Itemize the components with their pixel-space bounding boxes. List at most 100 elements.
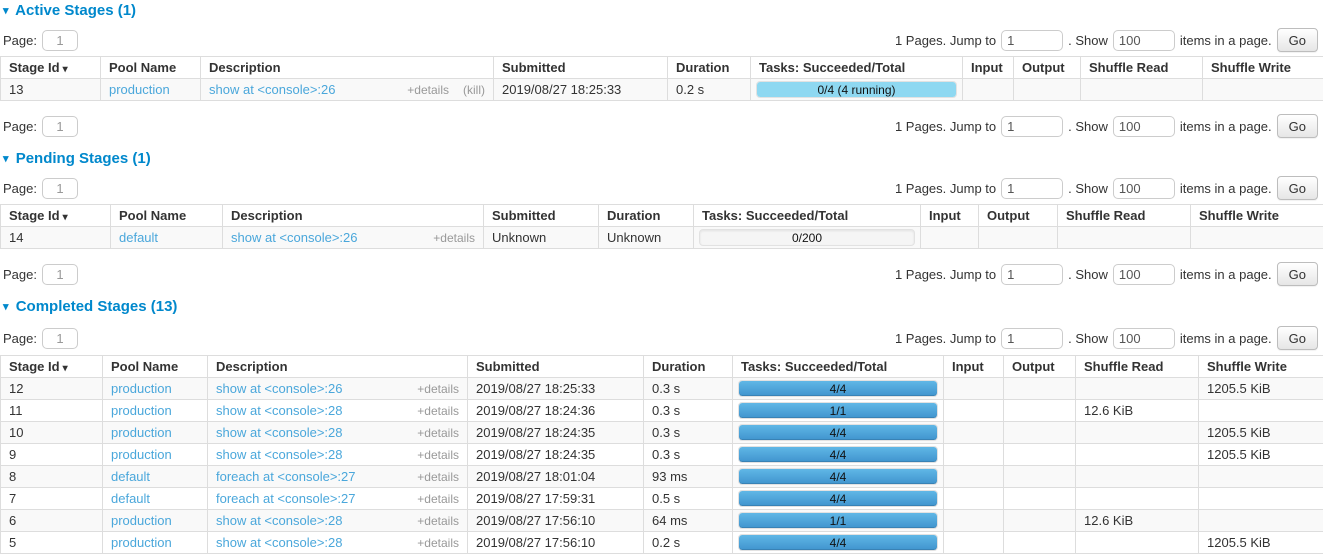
page-number-input[interactable] bbox=[42, 178, 78, 199]
description-link[interactable]: show at <console>:28 bbox=[216, 425, 342, 440]
go-button[interactable]: Go bbox=[1277, 262, 1318, 286]
header-input[interactable]: Input bbox=[963, 57, 1014, 79]
header-description[interactable]: Description bbox=[201, 57, 494, 79]
header-shuffle-write[interactable]: Shuffle Write bbox=[1199, 356, 1323, 378]
header-pool-name[interactable]: Pool Name bbox=[103, 356, 208, 378]
details-link[interactable]: +details bbox=[417, 426, 459, 440]
duration-cell: Unknown bbox=[599, 227, 694, 249]
page-number-input[interactable] bbox=[42, 116, 78, 137]
go-button[interactable]: Go bbox=[1277, 176, 1318, 200]
tasks-cell: 0/4 (4 running) bbox=[751, 79, 963, 101]
header-output[interactable]: Output bbox=[979, 205, 1058, 227]
pool-name-cell: production bbox=[103, 400, 208, 422]
description-link[interactable]: show at <console>:28 bbox=[216, 535, 342, 550]
description-link[interactable]: foreach at <console>:27 bbox=[216, 469, 356, 484]
jump-to-page-input[interactable] bbox=[1001, 328, 1063, 349]
output-cell bbox=[1004, 378, 1076, 400]
details-link[interactable]: +details bbox=[417, 470, 459, 484]
header-tasks[interactable]: Tasks: Succeeded/Total bbox=[751, 57, 963, 79]
pool-name-link[interactable]: production bbox=[111, 381, 172, 396]
details-link[interactable]: +details bbox=[407, 83, 449, 97]
jump-to-page-input[interactable] bbox=[1001, 264, 1063, 285]
details-link[interactable]: +details bbox=[417, 492, 459, 506]
header-description[interactable]: Description bbox=[223, 205, 484, 227]
show-items-input[interactable] bbox=[1113, 328, 1175, 349]
tasks-progress-bar: 1/1 bbox=[738, 402, 938, 419]
header-stage-id[interactable]: Stage Id▾ bbox=[1, 57, 101, 79]
pool-name-link[interactable]: default bbox=[111, 491, 150, 506]
section-title-active-stages[interactable]: ▾ Active Stages (1) bbox=[3, 2, 1323, 20]
go-button[interactable]: Go bbox=[1277, 28, 1318, 52]
show-items-input[interactable] bbox=[1113, 178, 1175, 199]
submitted-cell: Unknown bbox=[484, 227, 599, 249]
description-link[interactable]: show at <console>:26 bbox=[216, 381, 342, 396]
header-input[interactable]: Input bbox=[944, 356, 1004, 378]
header-shuffle-read[interactable]: Shuffle Read bbox=[1058, 205, 1191, 227]
header-input[interactable]: Input bbox=[921, 205, 979, 227]
details-link[interactable]: +details bbox=[417, 404, 459, 418]
description-link[interactable]: show at <console>:26 bbox=[209, 82, 335, 97]
details-link[interactable]: +details bbox=[417, 448, 459, 462]
pool-name-link[interactable]: production bbox=[111, 403, 172, 418]
header-tasks[interactable]: Tasks: Succeeded/Total bbox=[694, 205, 921, 227]
jump-to-page-input[interactable] bbox=[1001, 178, 1063, 199]
go-button[interactable]: Go bbox=[1277, 326, 1318, 350]
header-duration[interactable]: Duration bbox=[668, 57, 751, 79]
pool-name-link[interactable]: production bbox=[111, 447, 172, 462]
pool-name-link[interactable]: production bbox=[111, 535, 172, 550]
show-items-input[interactable] bbox=[1113, 30, 1175, 51]
description-link[interactable]: show at <console>:26 bbox=[231, 230, 357, 245]
section-title-pending-stages[interactable]: ▾ Pending Stages (1) bbox=[3, 150, 1323, 168]
header-shuffle-read[interactable]: Shuffle Read bbox=[1076, 356, 1199, 378]
pool-name-link[interactable]: production bbox=[111, 513, 172, 528]
header-submitted[interactable]: Submitted bbox=[484, 205, 599, 227]
page-number-input[interactable] bbox=[42, 328, 78, 349]
tasks-cell: 1/1 bbox=[733, 400, 944, 422]
shuffle-read-cell: 12.6 KiB bbox=[1076, 400, 1199, 422]
jump-to-page-input[interactable] bbox=[1001, 30, 1063, 51]
description-link[interactable]: show at <console>:28 bbox=[216, 403, 342, 418]
header-tasks[interactable]: Tasks: Succeeded/Total bbox=[733, 356, 944, 378]
tasks-progress-bar: 1/1 bbox=[738, 512, 938, 529]
sort-arrow-icon: ▾ bbox=[63, 363, 68, 374]
details-link[interactable]: +details bbox=[417, 514, 459, 528]
pool-name-link[interactable]: production bbox=[109, 82, 170, 97]
header-pool-name[interactable]: Pool Name bbox=[101, 57, 201, 79]
header-output[interactable]: Output bbox=[1014, 57, 1081, 79]
pool-name-link[interactable]: default bbox=[111, 469, 150, 484]
description-link[interactable]: show at <console>:28 bbox=[216, 447, 342, 462]
pagination-row-completed-top: Page: 1 Pages. Jump to . Show items in a… bbox=[3, 326, 1318, 350]
section-title-completed-stages[interactable]: ▾ Completed Stages (13) bbox=[3, 298, 1323, 316]
show-items-input[interactable] bbox=[1113, 264, 1175, 285]
header-duration[interactable]: Duration bbox=[644, 356, 733, 378]
header-output[interactable]: Output bbox=[1004, 356, 1076, 378]
header-shuffle-write[interactable]: Shuffle Write bbox=[1203, 57, 1323, 79]
header-pool-name[interactable]: Pool Name bbox=[111, 205, 223, 227]
jump-to-page-input[interactable] bbox=[1001, 116, 1063, 137]
description-link[interactable]: show at <console>:28 bbox=[216, 513, 342, 528]
header-stage-id[interactable]: Stage Id▾ bbox=[1, 356, 103, 378]
description-link[interactable]: foreach at <console>:27 bbox=[216, 491, 356, 506]
page-number-input[interactable] bbox=[42, 30, 78, 51]
header-description[interactable]: Description bbox=[208, 356, 468, 378]
show-items-input[interactable] bbox=[1113, 116, 1175, 137]
tasks-count-label: 4/4 bbox=[739, 447, 937, 462]
go-button[interactable]: Go bbox=[1277, 114, 1318, 138]
description-cell: show at <console>:28 +details bbox=[208, 422, 468, 444]
header-duration[interactable]: Duration bbox=[599, 205, 694, 227]
header-shuffle-read[interactable]: Shuffle Read bbox=[1081, 57, 1203, 79]
details-link[interactable]: +details bbox=[417, 536, 459, 550]
tasks-count-label: 1/1 bbox=[739, 513, 937, 528]
header-submitted[interactable]: Submitted bbox=[494, 57, 668, 79]
details-link[interactable]: +details bbox=[417, 382, 459, 396]
header-submitted[interactable]: Submitted bbox=[468, 356, 644, 378]
pool-name-link[interactable]: default bbox=[119, 230, 158, 245]
header-shuffle-write[interactable]: Shuffle Write bbox=[1191, 205, 1323, 227]
pool-name-link[interactable]: production bbox=[111, 425, 172, 440]
page-number-input[interactable] bbox=[42, 264, 78, 285]
stage-id-cell: 9 bbox=[1, 444, 103, 466]
header-stage-id[interactable]: Stage Id▾ bbox=[1, 205, 111, 227]
kill-link[interactable]: (kill) bbox=[463, 83, 485, 97]
pool-name-cell: production bbox=[101, 79, 201, 101]
details-link[interactable]: +details bbox=[433, 231, 475, 245]
